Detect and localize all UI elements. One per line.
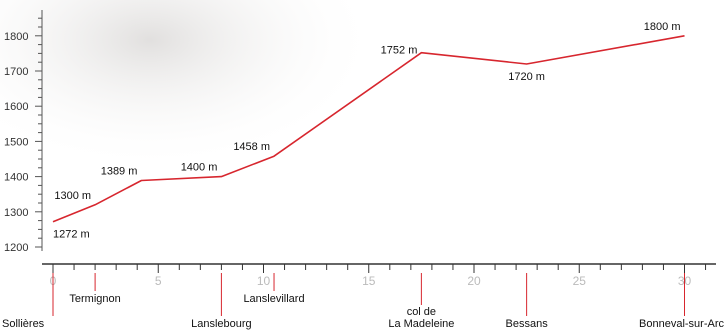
distance-tick-label: 10 xyxy=(257,274,271,288)
elevation-value-label: 1800 m xyxy=(644,21,681,33)
elevation-value-label: 1458 m xyxy=(233,141,270,153)
background-mountain-haze xyxy=(0,0,380,170)
background-layer xyxy=(0,0,380,170)
axes-layer: 1200130014001500160017001800051015202530 xyxy=(4,10,716,288)
elevation-value-label: 1272 m xyxy=(53,229,90,241)
elevation-tick-label: 1200 xyxy=(4,242,28,254)
distance-tick-label: 15 xyxy=(362,274,376,288)
place-name-label: La Madeleine xyxy=(388,318,454,330)
elevation-series-line xyxy=(52,35,685,223)
elevation-value-label: 1400 m xyxy=(181,162,218,174)
elevation-value-label: 1752 m xyxy=(381,45,418,57)
place-name-label: col de xyxy=(407,306,436,318)
elevation-tick-label: 1600 xyxy=(4,101,28,113)
place-name-label: Lanslebourg xyxy=(191,318,252,330)
place-name-label: Termignon xyxy=(69,293,120,305)
elevation-value-label: 1300 m xyxy=(54,190,91,202)
distance-tick-label: 25 xyxy=(573,274,587,288)
distance-tick-label: 20 xyxy=(467,274,481,288)
elevation-tick-label: 1700 xyxy=(4,66,28,78)
place-name-label: Bonneval-sur-Arc xyxy=(639,318,724,330)
place-name-label: Bessans xyxy=(506,318,549,330)
distance-tick-label: 5 xyxy=(155,274,162,288)
elevation-tick-label: 1500 xyxy=(4,136,28,148)
place-name-label: Lanslevillard xyxy=(243,293,304,305)
elevation-value-label: 1720 m xyxy=(508,71,545,83)
elevation-tick-label: 1300 xyxy=(4,207,28,219)
places-layer: Sollières Termignon Lanslebourg Lanslevilla… xyxy=(2,273,724,330)
place-name-label: Sollières xyxy=(2,318,45,330)
labels-layer: 1272 m 1300 m 1389 m 1400 m 1458 m 1752 m 1720… xyxy=(53,21,681,241)
elevation-tick-label: 1400 xyxy=(4,172,28,184)
series-layer xyxy=(52,35,685,223)
elevation-tick-label: 1800 xyxy=(4,31,28,43)
elevation-value-label: 1389 m xyxy=(101,165,138,177)
